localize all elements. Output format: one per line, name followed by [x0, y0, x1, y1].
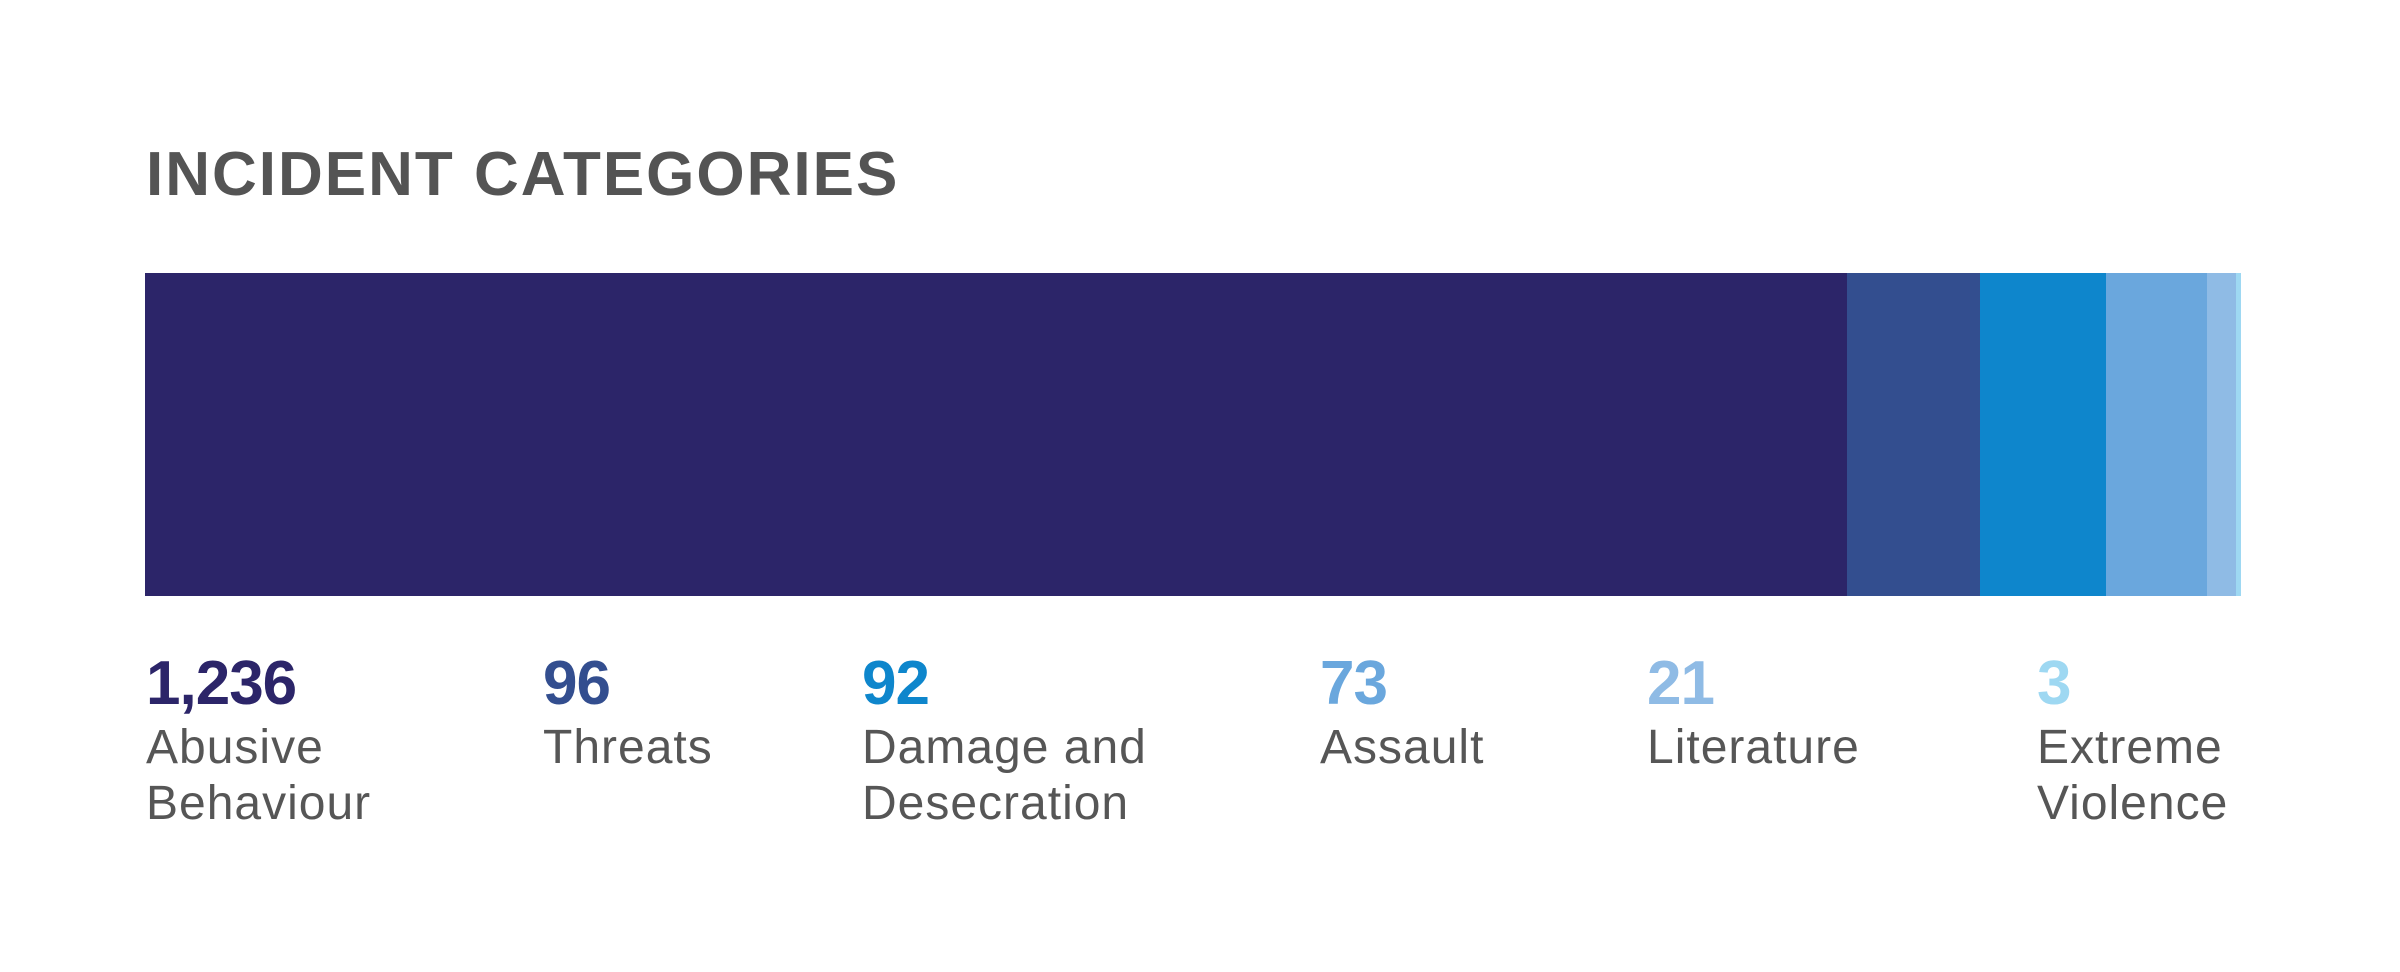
stacked-bar [145, 273, 2241, 596]
category-label: 73 Assault [1320, 648, 1484, 776]
category-label: 1,236 Abusive Behaviour [146, 648, 371, 832]
category-name: Damage and Desecration [862, 721, 1147, 830]
category-value: 21 [1647, 649, 1715, 718]
category-name: Threats [543, 721, 713, 774]
bar-segment [1847, 273, 1981, 596]
category-value: 92 [862, 649, 930, 718]
category-label: 92 Damage and Desecration [862, 648, 1147, 832]
category-label: 96 Threats [543, 648, 713, 776]
bar-segment [2106, 273, 2208, 596]
category-name: Extreme Violence [2037, 721, 2229, 830]
category-value: 73 [1320, 649, 1388, 718]
category-value: 96 [543, 649, 611, 718]
category-value: 3 [2037, 649, 2071, 718]
category-value: 1,236 [146, 649, 297, 718]
bar-segment [1979, 273, 2107, 596]
bar-segment [2206, 273, 2237, 596]
bar-segment [2235, 273, 2241, 596]
bar-segment [145, 273, 1849, 596]
category-label: 21 Literature [1647, 648, 1860, 776]
category-name: Assault [1320, 721, 1485, 774]
chart-title: INCIDENT CATEGORIES [146, 140, 900, 209]
category-name: Abusive Behaviour [146, 721, 372, 830]
category-name: Literature [1647, 721, 1860, 774]
category-label: 3 Extreme Violence [2037, 648, 2228, 832]
